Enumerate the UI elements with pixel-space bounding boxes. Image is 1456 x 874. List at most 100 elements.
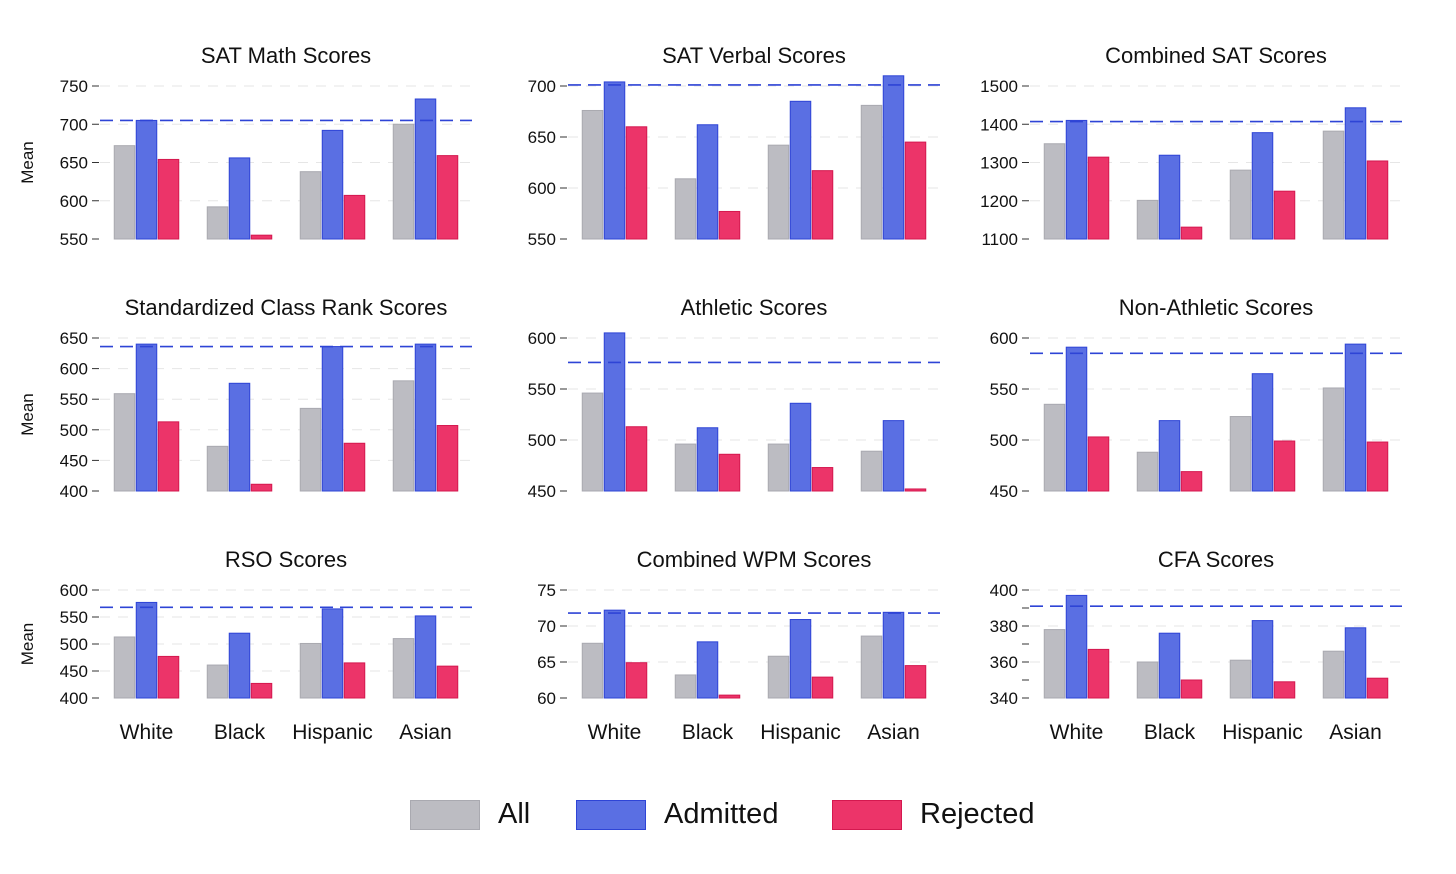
- bar-all-hispanic: [299, 642, 322, 699]
- bar-rejected-white: [157, 158, 180, 240]
- y-tick-label: 600: [528, 179, 556, 198]
- y-tick-label: 450: [990, 482, 1018, 501]
- bar-rejected-asian: [436, 155, 459, 240]
- bar-all-asian: [1322, 387, 1345, 492]
- panel-title: RSO Scores: [225, 547, 347, 572]
- y-tick-label: 500: [60, 635, 88, 654]
- bar-all-black: [206, 664, 229, 699]
- y-axis-label: Mean: [18, 393, 37, 436]
- bar-rejected-white: [1087, 648, 1110, 699]
- bar-all-asian: [860, 104, 883, 240]
- bar-admitted-white: [135, 119, 158, 240]
- bar-rejected-asian: [436, 665, 459, 699]
- bar-all-asian: [392, 638, 415, 699]
- x-tick-label: White: [120, 721, 174, 744]
- bar-rejected-black: [1180, 471, 1203, 492]
- bar-admitted-black: [696, 641, 719, 699]
- legend-label-rejected: Rejected: [920, 798, 1035, 830]
- legend-swatch-all: [410, 799, 480, 830]
- bar-all-asian: [860, 635, 883, 699]
- bar-rejected-asian: [1366, 160, 1389, 240]
- bar-all-hispanic: [1229, 169, 1252, 240]
- bar-all-hispanic: [299, 407, 322, 492]
- bar-all-black: [674, 674, 697, 699]
- bar-admitted-black: [1158, 632, 1181, 699]
- bar-all-hispanic: [767, 655, 790, 699]
- panel-7: RSO Scores 400 450 500 550 600 Mean White Black H…: [18, 547, 472, 744]
- bar-rejected-black: [1180, 679, 1203, 699]
- y-tick-label: 70: [537, 617, 556, 636]
- bar-admitted-hispanic: [321, 129, 344, 240]
- bar-rejected-hispanic: [343, 662, 366, 699]
- legend-swatch-admitted: [576, 799, 646, 830]
- bar-all-white: [581, 642, 604, 699]
- bar-admitted-white: [1065, 346, 1088, 492]
- x-tick-label: Black: [682, 721, 734, 744]
- y-tick-label: 400: [990, 581, 1018, 600]
- y-tick-label: 550: [60, 230, 88, 249]
- bar-all-black: [1136, 199, 1159, 240]
- bar-admitted-hispanic: [789, 100, 812, 240]
- legend-item-admitted: Admitted: [576, 798, 778, 831]
- bar-admitted-hispanic: [321, 608, 344, 699]
- bar-admitted-asian: [414, 343, 437, 492]
- bar-all-black: [674, 178, 697, 240]
- bar-rejected-hispanic: [1273, 440, 1296, 492]
- legend-item-all: All: [410, 798, 530, 831]
- bar-rejected-white: [157, 421, 180, 492]
- bar-rejected-hispanic: [343, 442, 366, 492]
- bar-admitted-white: [603, 609, 626, 699]
- panel-2: SAT Verbal Scores 550 600 650 700: [528, 43, 940, 249]
- y-tick-label: 340: [990, 689, 1018, 708]
- y-axis-label: Mean: [18, 623, 37, 666]
- x-tick-label: Hispanic: [760, 721, 841, 744]
- y-tick-label: 600: [60, 192, 88, 211]
- bar-rejected-asian: [436, 425, 459, 492]
- bar-admitted-black: [228, 632, 251, 699]
- bar-all-white: [1043, 629, 1066, 699]
- bar-admitted-asian: [1344, 107, 1367, 240]
- bar-rejected-black: [718, 210, 741, 240]
- bar-admitted-asian: [882, 75, 905, 240]
- x-tick-label: Asian: [1329, 721, 1382, 744]
- panel-6: Non-Athletic Scores 450 500 550 600: [990, 295, 1402, 501]
- y-tick-label: 450: [60, 451, 88, 470]
- x-tick-label: Black: [214, 721, 266, 744]
- y-tick-label: 550: [990, 380, 1018, 399]
- bar-rejected-asian: [904, 141, 927, 240]
- bar-rejected-black: [1180, 226, 1203, 240]
- bar-rejected-white: [625, 662, 648, 699]
- x-tick-label: Black: [1144, 721, 1196, 744]
- bar-rejected-white: [1087, 436, 1110, 492]
- panel-title: SAT Verbal Scores: [662, 43, 846, 68]
- legend-label-admitted: Admitted: [664, 798, 779, 830]
- y-tick-label: 1400: [980, 115, 1018, 134]
- panel-title: Combined WPM Scores: [637, 547, 872, 572]
- bar-rejected-black: [718, 694, 741, 699]
- panel-4: Standardized Class Rank Scores 400 450 500 5…: [18, 295, 472, 501]
- bar-all-black: [206, 445, 229, 492]
- bar-all-black: [1136, 661, 1159, 699]
- bar-rejected-black: [250, 483, 273, 492]
- bar-all-hispanic: [299, 171, 322, 240]
- y-tick-label: 500: [528, 431, 556, 450]
- y-tick-label: 1200: [980, 192, 1018, 211]
- y-tick-label: 1300: [980, 154, 1018, 173]
- bar-all-asian: [1322, 650, 1345, 699]
- y-tick-label: 550: [60, 390, 88, 409]
- x-tick-label: Asian: [399, 721, 452, 744]
- bar-all-white: [113, 393, 136, 492]
- bar-all-black: [206, 206, 229, 240]
- bar-rejected-hispanic: [1273, 190, 1296, 240]
- bar-all-asian: [1322, 130, 1345, 240]
- y-tick-label: 750: [60, 77, 88, 96]
- bar-admitted-black: [1158, 420, 1181, 492]
- legend-label-all: All: [498, 798, 531, 830]
- bar-admitted-white: [135, 601, 158, 699]
- bar-admitted-hispanic: [1251, 373, 1274, 492]
- y-tick-label: 550: [528, 230, 556, 249]
- bar-admitted-asian: [882, 420, 905, 492]
- bar-all-asian: [860, 450, 883, 492]
- bar-all-black: [1136, 451, 1159, 492]
- x-tick-label: Hispanic: [292, 721, 373, 744]
